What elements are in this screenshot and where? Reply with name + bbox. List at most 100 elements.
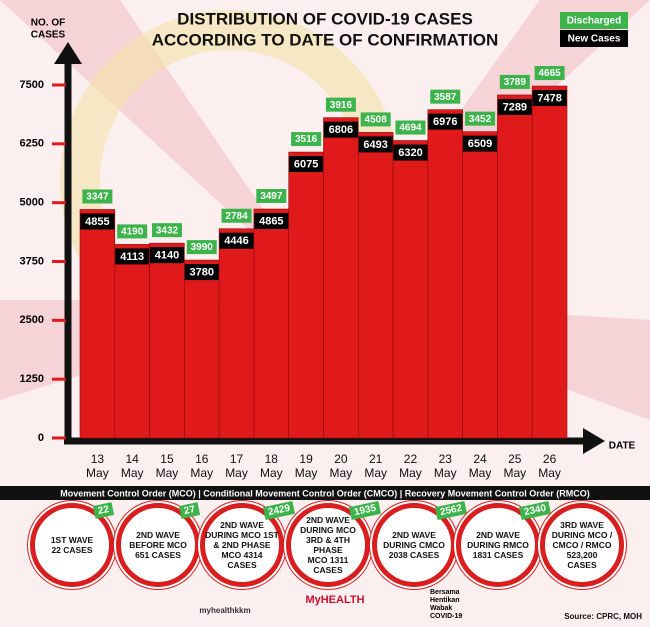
- wave-text: 3RD WAVE: [560, 520, 604, 530]
- wave-text: 1ST WAVE: [50, 535, 94, 545]
- label-bg: [80, 213, 115, 230]
- wave-text: DURING MCO /: [551, 530, 613, 540]
- wave-text: 2ND WAVE: [306, 515, 350, 525]
- data-label: 3789: [504, 77, 527, 88]
- data-label: 3516: [295, 134, 318, 145]
- wave-text: 3RD & 4TH PHASE: [306, 535, 350, 555]
- x-tick-label: 25 May: [503, 452, 527, 480]
- label-bg: [497, 98, 532, 115]
- chart-title: ACCORDING TO DATE OF CONFIRMATION: [152, 30, 499, 49]
- wave-text: 1831 CASES: [472, 550, 524, 560]
- wave-text: DURING MCO: [300, 525, 356, 535]
- data-label: 3347: [86, 192, 109, 203]
- bar: [323, 117, 359, 439]
- wave-text: 2ND WAVE: [476, 530, 520, 540]
- brand: MyHEALTH: [305, 594, 364, 606]
- x-arrow: [583, 428, 605, 454]
- wave-text: CASES: [313, 565, 343, 575]
- wave-text: 2038 CASES: [388, 550, 440, 560]
- label-bg: [323, 121, 358, 138]
- label-bg: [149, 247, 184, 264]
- data-label: 6320: [398, 147, 422, 159]
- label-bg: [532, 90, 567, 107]
- wave-circle: 3RD WAVE DURING MCO / CMCO / RMCO 523,200 CA…: [540, 503, 624, 587]
- bar: [497, 94, 533, 439]
- data-label: 4140: [155, 250, 179, 262]
- wave-circle: 2ND WAVE DURING MCO 1ST & 2ND PHASE MCO 431…: [200, 503, 284, 587]
- source: Source: CPRC, MOH: [564, 612, 642, 621]
- y-tick-label: 2500: [20, 314, 44, 326]
- data-label: 4865: [259, 215, 283, 227]
- data-label: 6075: [294, 158, 318, 170]
- y-tick-label: 7500: [20, 79, 44, 91]
- slogan: Hentikan: [430, 597, 460, 604]
- x-tick-label: 23 May: [433, 452, 457, 480]
- banner: Movement Control Order (MCO) | Condition…: [60, 488, 590, 498]
- x-tick-label: 21 May: [364, 452, 387, 480]
- label-bg: [360, 112, 391, 127]
- bar: [288, 151, 324, 439]
- x-axis-label: DATE: [609, 441, 636, 452]
- label-bg: [221, 208, 252, 223]
- y-tick-label: 1250: [20, 373, 44, 385]
- label-bg: [289, 156, 324, 173]
- x-tick-label: 14 May: [120, 452, 144, 480]
- wave-text: CASES: [227, 560, 257, 570]
- label-bg: [465, 111, 496, 126]
- wave-text: MCO 4314: [221, 550, 263, 560]
- bar: [218, 228, 255, 439]
- wave-text: DURING MCO 1ST: [205, 530, 279, 540]
- bar: [149, 242, 185, 439]
- label-bg: [463, 135, 498, 152]
- bar: [79, 209, 116, 439]
- data-label: 2784: [225, 211, 248, 222]
- chart-title: DISTRIBUTION OF COVID-19 CASES: [177, 9, 473, 28]
- data-label: 6806: [329, 124, 353, 136]
- bar: [253, 208, 290, 439]
- data-label: 4113: [120, 251, 144, 263]
- label-bg: [151, 223, 182, 238]
- handle: myhealthkkm: [199, 606, 250, 615]
- label-bg: [219, 232, 254, 249]
- label-bg: [186, 240, 217, 255]
- x-tick-label: 15 May: [155, 452, 179, 480]
- y-axis-label: CASES: [31, 30, 66, 41]
- x-tick-label: 22 May: [399, 452, 422, 480]
- wave-text: 2ND WAVE: [220, 520, 264, 530]
- slogan: Bersama: [430, 589, 460, 596]
- data-label: 4508: [365, 115, 388, 126]
- wave-text: DURING RMCO: [467, 540, 529, 550]
- data-label: 3432: [156, 225, 179, 236]
- data-label: 6509: [468, 138, 492, 150]
- x-tick-label: 24 May: [468, 452, 492, 480]
- data-label: 4446: [224, 235, 248, 247]
- label-bg: [395, 120, 426, 135]
- data-label: 4190: [121, 227, 144, 238]
- y-tick-label: 3750: [20, 255, 44, 267]
- slogan: COVID-19: [430, 613, 462, 620]
- label-bg: [499, 74, 530, 89]
- bar: [462, 131, 498, 439]
- y-tick-label: 6250: [20, 138, 44, 150]
- x-tick-label: 19 May: [294, 452, 318, 480]
- bar: [427, 109, 463, 439]
- wave-text: BEFORE MCO: [129, 540, 187, 550]
- bar: [357, 132, 394, 439]
- data-label: 6976: [433, 116, 457, 128]
- x-tick-label: 20 May: [329, 452, 353, 480]
- legend-swatch: [560, 12, 628, 29]
- wave-circle: 2ND WAVE DURING CMCO 2038 CASES: [372, 503, 456, 587]
- wave-text: & 2ND PHASE: [213, 540, 271, 550]
- bar: [114, 244, 150, 439]
- x-tick-label: 16 May: [190, 452, 214, 480]
- y-axis-label: NO. OF: [31, 18, 65, 29]
- banner-bg: [0, 486, 650, 500]
- legend-label: New Cases: [568, 34, 621, 45]
- bar: [392, 140, 429, 439]
- data-label: 4665: [538, 68, 561, 79]
- label-bg: [256, 189, 287, 204]
- label-bg: [358, 136, 393, 153]
- bar: [531, 85, 568, 439]
- x-tick-label: 18 May: [259, 452, 283, 480]
